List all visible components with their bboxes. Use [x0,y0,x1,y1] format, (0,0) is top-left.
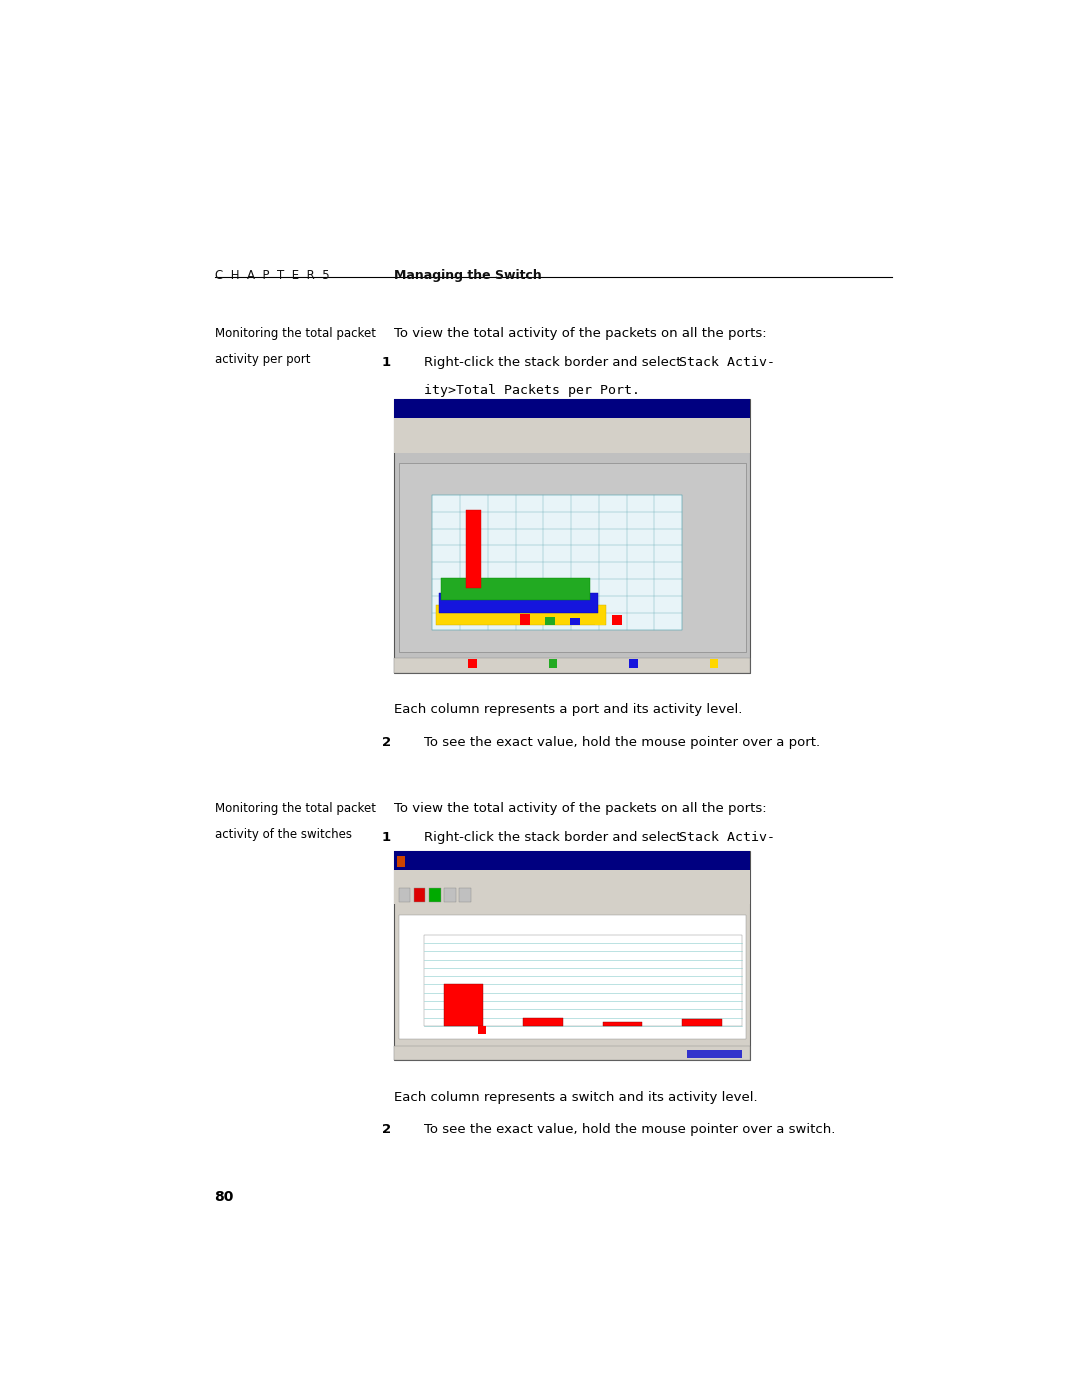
Text: 120: 120 [409,974,421,979]
Bar [394,418,751,433]
Text: Total packets for each port in the stack: Total packets for each port in the stack [511,472,634,476]
Text: 172.20.194.217: 172.20.194.217 [511,655,553,659]
Bar [603,1021,643,1025]
Bar [630,659,637,668]
Bar [467,510,482,588]
Text: To see the exact value, hold the mouse pointer over a port.: To see the exact value, hold the mouse p… [423,736,820,749]
Bar [444,888,456,902]
Bar [394,1046,751,1060]
Bar [442,578,590,601]
Bar [394,400,751,418]
Bar [394,658,751,673]
Bar [399,464,746,651]
Bar [429,888,441,902]
Text: 172.20.194.216: 172.20.194.216 [677,1031,727,1035]
Text: Stack Activ-: Stack Activ- [679,831,775,844]
Bar [394,851,751,1060]
Bar [612,615,622,624]
Text: Packets/second: Packets/second [428,1032,476,1038]
Text: 1: 1 [382,831,391,844]
Text: 0: 0 [417,1024,421,1028]
Bar [432,495,683,630]
Text: File  View  Help: File View Help [397,420,456,429]
Bar [688,1049,742,1059]
Text: 40: 40 [414,1007,421,1011]
Text: 2: 2 [382,1123,391,1136]
Text: activity per port: activity per port [215,352,310,366]
Text: 140: 140 [409,965,421,971]
Text: 100: 100 [409,982,421,986]
Text: For Help, press F1: For Help, press F1 [397,659,455,664]
Bar [394,400,751,673]
Bar [569,617,580,624]
Text: 80: 80 [414,990,421,995]
Bar [523,1018,563,1025]
Text: Total packets for each port in the stack - 172.28.194.215: Total packets for each port in the stack… [397,402,615,411]
Bar [394,886,751,904]
Bar [423,935,742,1025]
Text: 172.20.194.217: 172.20.194.217 [518,1031,568,1035]
Text: Each column represents a port and its activity level.: Each column represents a port and its ac… [394,703,743,717]
Text: 172.20.194.215: 172.20.194.215 [431,655,472,659]
Text: 80: 80 [215,1190,234,1204]
Text: activity of the switches: activity of the switches [215,828,351,841]
Text: 60: 60 [414,999,421,1003]
Text: Each column represents a switch and its activity level.: Each column represents a switch and its … [394,1091,758,1104]
Text: 180: 180 [409,949,421,954]
Text: _ □ x: _ □ x [727,854,743,859]
Text: 2: 2 [382,736,391,749]
Text: 172.20.194.216: 172.20.194.216 [672,655,714,659]
Text: 172.20.194.218: 172.20.194.218 [598,1031,647,1035]
Text: Monitoring the total packet: Monitoring the total packet [215,327,376,339]
Bar [436,605,606,624]
Text: 20: 20 [414,1016,421,1020]
Bar [710,659,718,668]
Bar [397,856,405,866]
Text: 172.20.194.218: 172.20.194.218 [592,655,634,659]
Text: 200: 200 [409,940,421,946]
Bar [394,870,751,886]
Text: Stack Activ-: Stack Activ- [679,356,775,369]
Text: To see the exact value, hold the mouse pointer over a switch.: To see the exact value, hold the mouse p… [423,1123,835,1136]
Text: To view the total activity of the packets on all the ports:: To view the total activity of the packet… [394,802,767,816]
Bar [459,888,471,902]
Text: 1: 1 [382,356,391,369]
Text: 160: 160 [409,957,421,963]
Bar [438,594,598,613]
Text: 172.20.194.215: 172.20.194.215 [438,1031,488,1035]
Bar [478,1025,486,1034]
Bar [469,659,476,668]
Bar [544,616,555,624]
Bar [549,659,557,668]
Text: Stack Total Packets Overview: Stack Total Packets Overview [516,921,629,929]
Text: Right-click the stack border and select: Right-click the stack border and select [423,356,686,369]
Bar [683,1018,721,1025]
Bar [519,613,529,624]
Bar [399,888,410,902]
Bar [394,433,751,453]
Text: C  H  A  P  T  E  R  5: C H A P T E R 5 [215,268,329,282]
Text: File  View  Help: File View Help [397,872,456,882]
Text: _ □ x: _ □ x [729,402,746,408]
Bar [394,851,751,870]
Text: Right-click the stack border and select: Right-click the stack border and select [423,831,686,844]
Text: For Help, press F1: For Help, press F1 [397,1048,455,1052]
Text: ity>Total Packets per Port.: ity>Total Packets per Port. [423,384,639,397]
Bar [399,915,746,1039]
Text: Monitoring the total packet: Monitoring the total packet [215,802,376,816]
Text: ity>Total Packets.: ity>Total Packets. [423,859,568,872]
Text: Managing the Switch: Managing the Switch [394,268,542,282]
Bar [414,888,426,902]
Text: Stack Total Packets Overview - 172.20.194.215: Stack Total Packets Overview - 172.20.19… [409,854,589,863]
Text: |<|  ►  |3D|  |❓|: |<| ► |3D| |❓| [397,436,445,441]
Text: Packets/sec: Packets/sec [713,602,744,608]
Text: To view the total activity of the packets on all the ports:: To view the total activity of the packet… [394,327,767,339]
Bar [595,619,605,624]
Bar [444,985,484,1025]
